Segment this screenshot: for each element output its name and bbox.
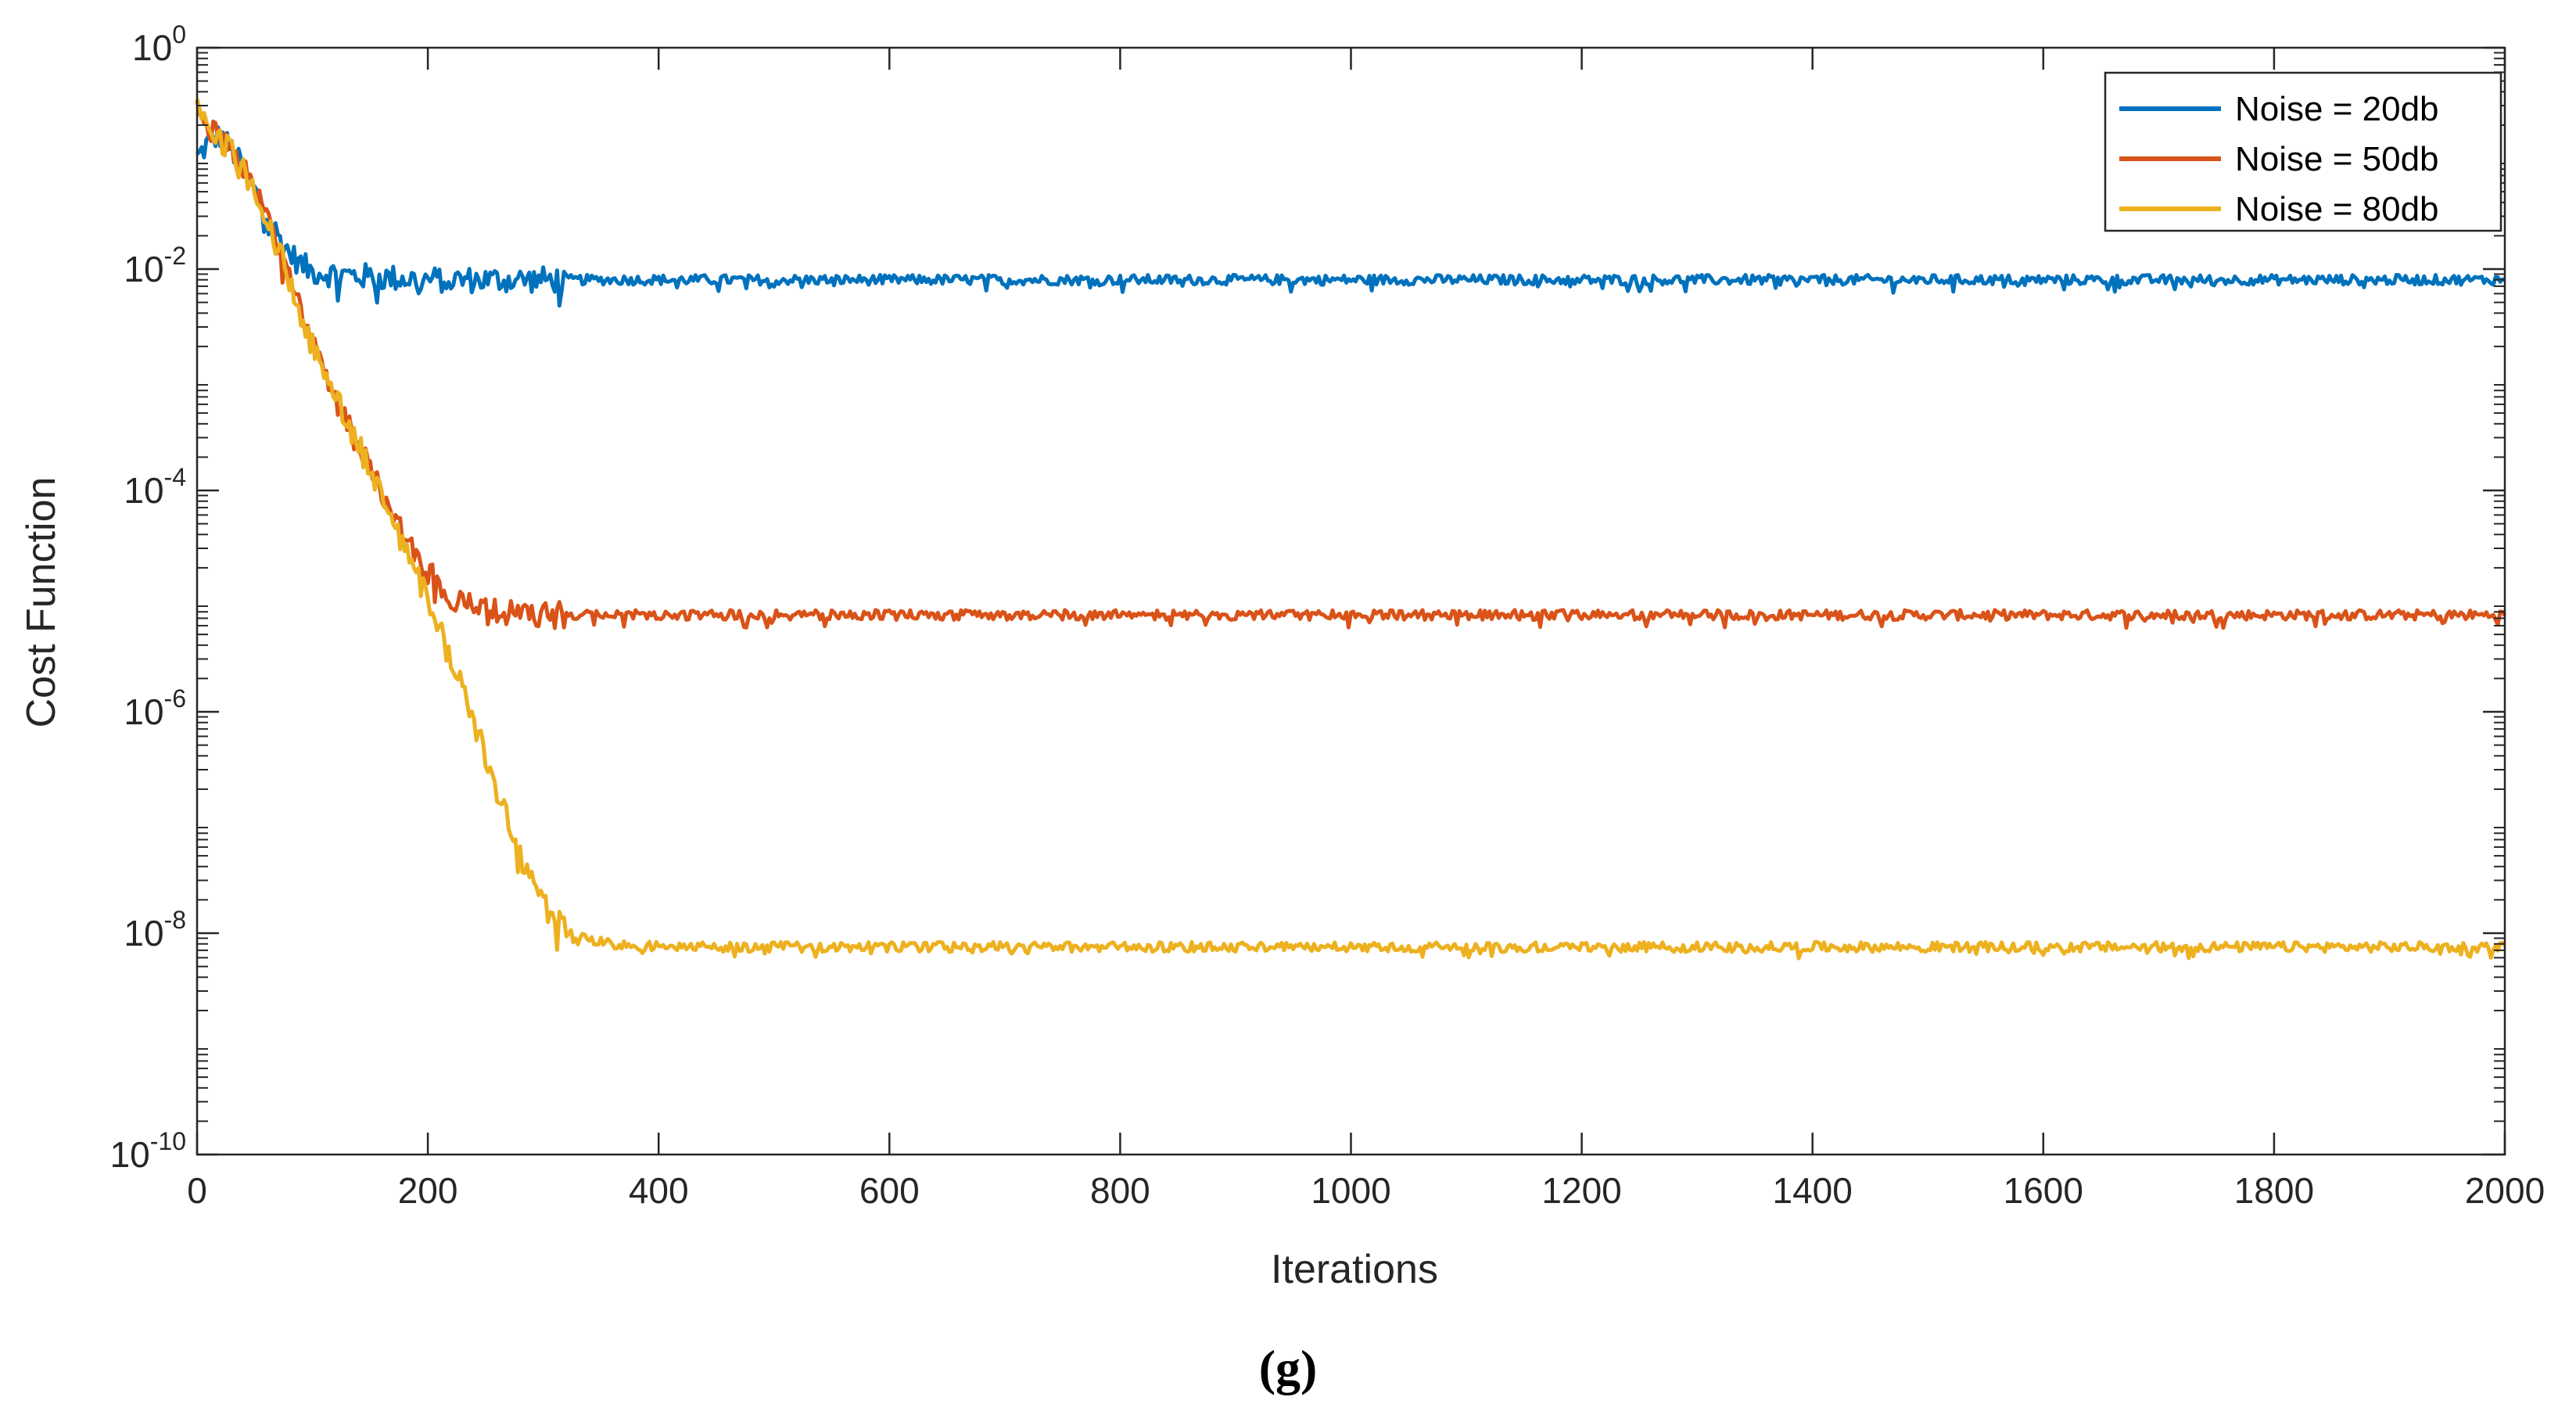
x-tick-label: 400 (629, 1170, 689, 1211)
x-tick-label: 1000 (1311, 1170, 1390, 1211)
x-tick-label: 1200 (1541, 1170, 1621, 1211)
legend-label-1: Noise = 20db (2235, 90, 2439, 128)
figure-caption: (g) (1259, 1340, 1318, 1395)
x-tick-label: 2000 (2465, 1170, 2545, 1211)
x-tick-label: 1600 (2004, 1170, 2083, 1211)
legend: Noise = 20db Noise = 50db Noise = 80db (2104, 71, 2502, 232)
legend-label-3: Noise = 80db (2235, 190, 2439, 228)
x-tick-label: 800 (1090, 1170, 1150, 1211)
y-axis-label: Cost Function (19, 477, 64, 728)
legend-label-2: Noise = 50db (2235, 140, 2439, 178)
x-tick-label: 1800 (2234, 1170, 2314, 1211)
series-line-2 (195, 99, 2507, 630)
x-axis-label: Iterations (1271, 1247, 1438, 1292)
x-tick-label: 1400 (1773, 1170, 1853, 1211)
series-layer (195, 98, 2507, 961)
x-tick-label: 200 (398, 1170, 458, 1211)
axes-layer: 0 200 400 600 800 1000 1200 1400 1600 1800 2000 100… (110, 20, 2546, 1211)
y-tick-label: 10-4 (124, 463, 186, 511)
y-tick-label: 10-10 (110, 1127, 186, 1175)
y-tick-label: 100 (132, 20, 186, 68)
y-tick-label: 10-8 (124, 906, 186, 954)
series-line-3 (195, 98, 2506, 961)
y-tick-label: 10-6 (124, 684, 186, 732)
legend-box (2104, 71, 2502, 232)
x-tick-label: 0 (187, 1170, 207, 1211)
x-tick-label: 600 (859, 1170, 920, 1211)
series-line-1 (196, 125, 2506, 308)
y-tick-label: 10-2 (124, 242, 186, 289)
